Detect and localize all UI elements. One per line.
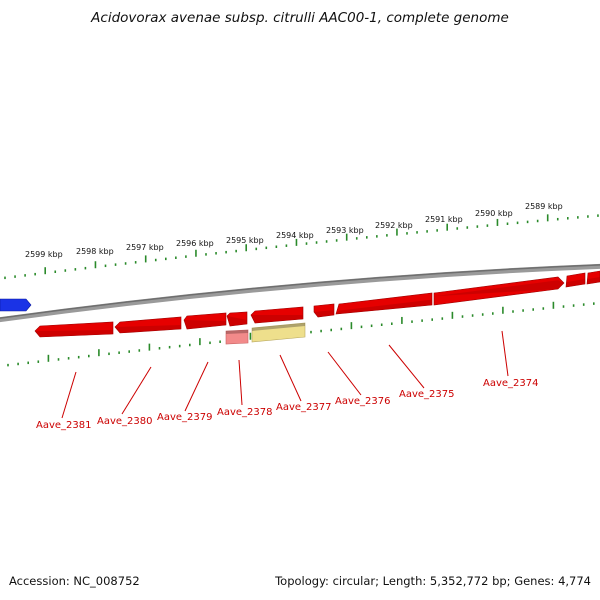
tick-label: 2599 kbp xyxy=(25,250,63,259)
gene-label-lines xyxy=(61,330,509,419)
gene-label: Aave_2374 xyxy=(483,378,539,389)
tick-label: 2596 kbp xyxy=(176,239,214,248)
reverse-strand-genes xyxy=(34,306,306,345)
tick-label: 2590 kbp xyxy=(475,209,513,218)
gene-label-leader xyxy=(279,354,302,402)
gene-label-leader xyxy=(184,361,209,412)
tick-label: 2589 kbp xyxy=(525,202,563,211)
gene-label-leader xyxy=(327,351,362,396)
tick-label: 2597 kbp xyxy=(126,243,164,252)
gene-label: Aave_2376 xyxy=(335,396,391,407)
upper-tick-track: 2599 kbp 2598 kbp 2597 kbp 2596 kbp 2595 kbp… xyxy=(4,202,599,280)
genome-backbone xyxy=(0,263,600,323)
gene-label: Aave_2378 xyxy=(217,407,273,418)
gene-label: Aave_2379 xyxy=(157,412,213,423)
gene-label: Aave_2381 xyxy=(36,420,92,431)
gene-label: Aave_2380 xyxy=(97,416,153,427)
tick-label: 2593 kbp xyxy=(326,226,364,235)
gene-label-leader xyxy=(501,330,509,377)
gene-label: Aave_2377 xyxy=(276,402,332,413)
accession-text: Accession: NC_008752 xyxy=(9,574,140,588)
tick-label: 2598 kbp xyxy=(76,247,114,256)
tick-label: 2595 kbp xyxy=(226,236,264,245)
gene-label-leader xyxy=(238,359,243,406)
gene-arrow-offscreen xyxy=(0,298,32,312)
genome-summary-text: Topology: circular; Length: 5,352,772 bp… xyxy=(274,574,591,588)
map-title: Acidovorax avenae subsp. citrulli AAC00-… xyxy=(90,10,509,26)
tick-label: 2594 kbp xyxy=(276,231,314,240)
gene-label: Aave_2375 xyxy=(399,389,455,400)
tick-label: 2591 kbp xyxy=(425,215,463,224)
forward-strand-genes xyxy=(0,270,600,318)
gene-label-leader xyxy=(121,366,152,415)
tick-label: 2592 kbp xyxy=(375,221,413,230)
gene-labels: Aave_2381 Aave_2380 Aave_2379 Aave_2378 Aave… xyxy=(36,378,539,431)
gene-label-leader xyxy=(61,371,77,419)
gene-label-leader xyxy=(388,344,425,389)
